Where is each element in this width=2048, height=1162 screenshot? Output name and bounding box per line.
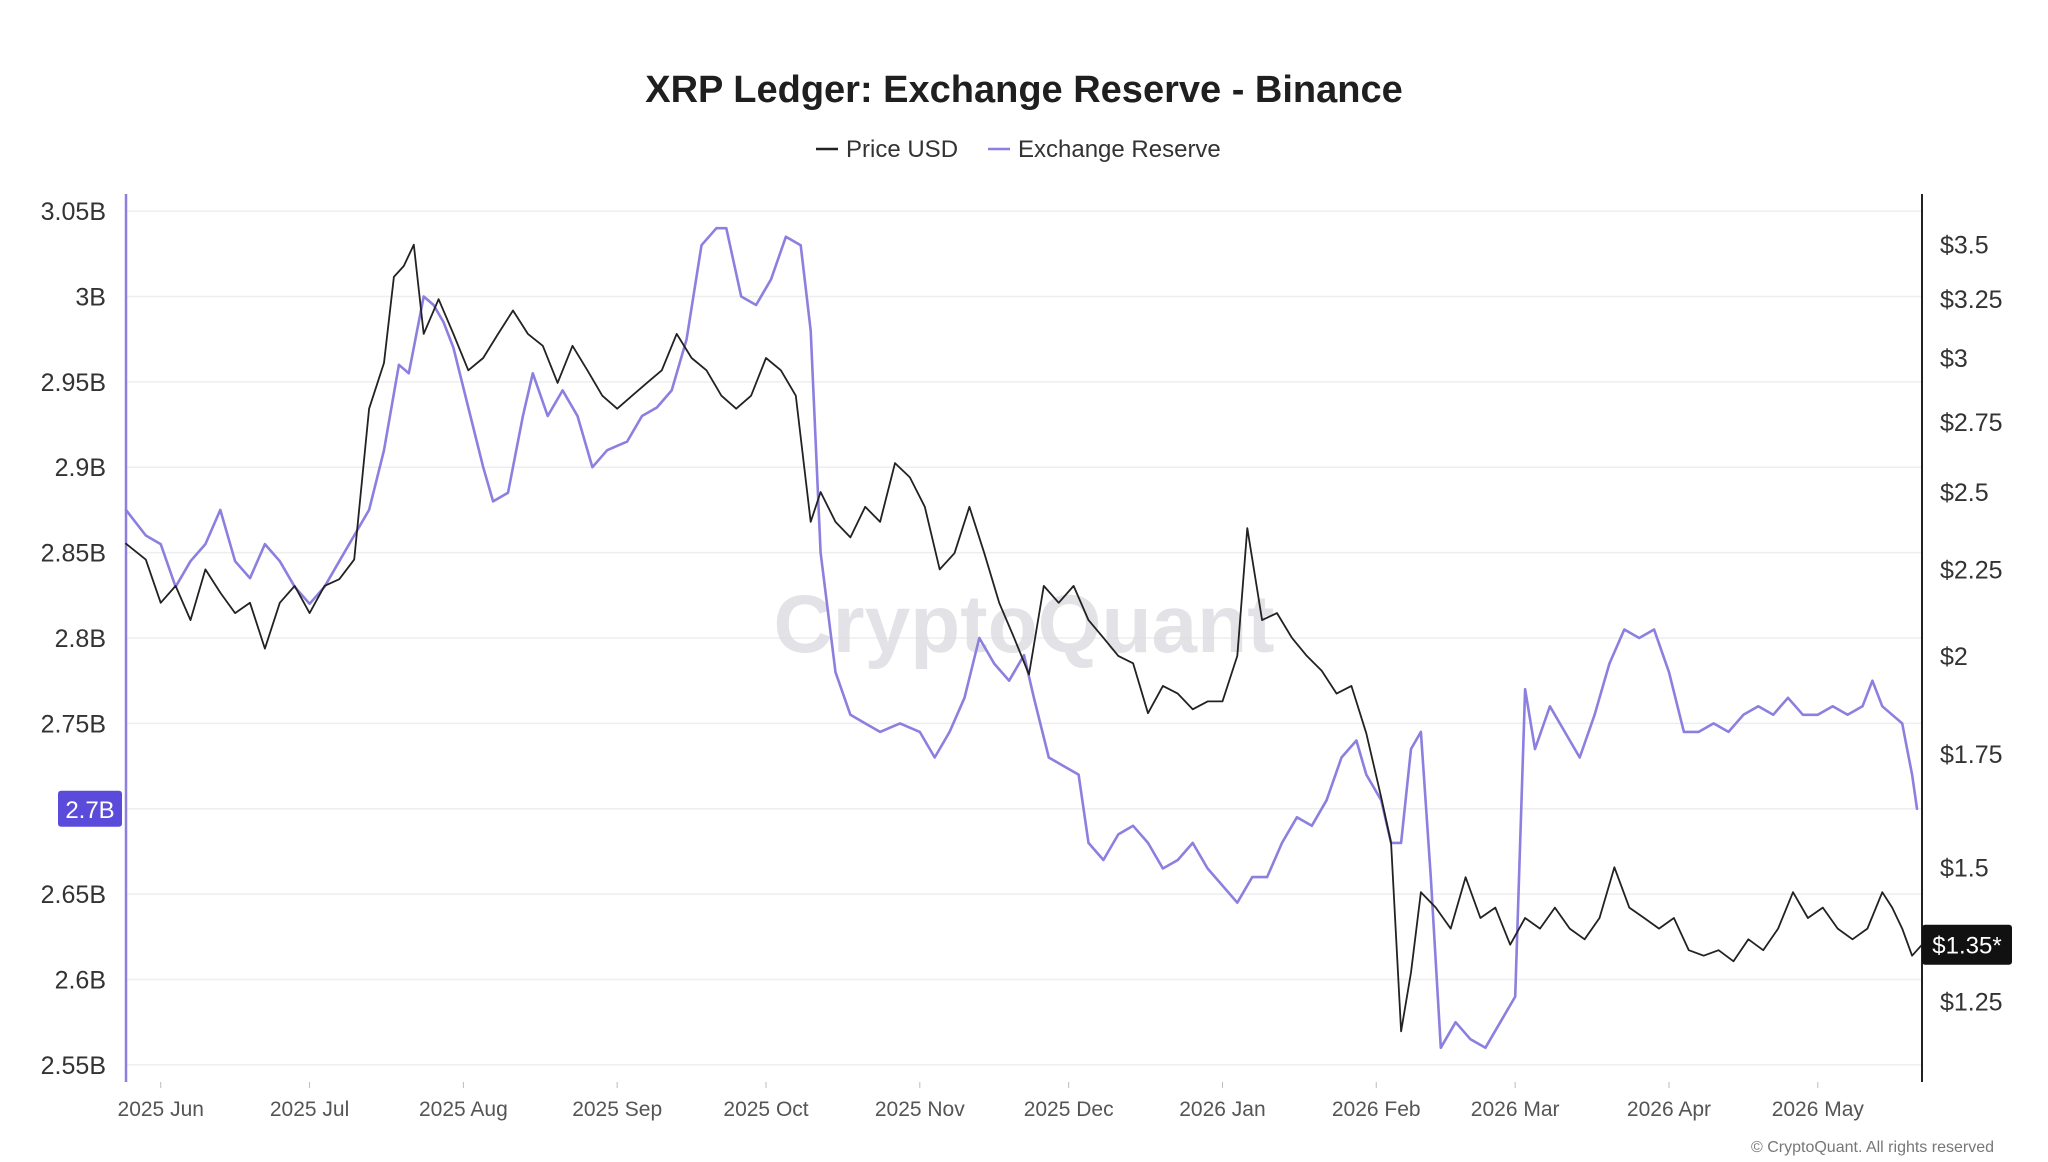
axis-badges: 2.7B $1.35* [58,790,2012,965]
series-line-price-usd [125,243,1923,1033]
right-tick-label: $2.5 [1940,479,1989,507]
left-tick-label: 3B [75,283,106,311]
left-tick-label: 2.6B [55,967,106,995]
left-tick-label: 2.85B [41,540,106,568]
x-tick-label: 2026 Feb [1332,1098,1421,1121]
x-tick-label: 2026 Mar [1471,1098,1560,1121]
left-tick-label: 2.65B [41,881,106,909]
right-axis-ticks: $1.25 $1.5 $1.75 $2 $2.25 $2.5 $2.75 $3 $3.25 $3.… [1940,232,2003,1017]
copyright-credit: © CryptoQuant. All rights reserved [1751,1139,1994,1156]
right-tick-label: $3 [1940,345,1968,373]
badge-label: $1.35* [1932,933,2001,960]
left-axis-value-badge: 2.7B [58,790,122,827]
x-tick-label: 2026 Apr [1627,1098,1711,1121]
x-tick-label: 2025 Dec [1024,1098,1114,1121]
left-tick-label: 3.05B [41,198,106,226]
x-tick-label: 2025 Aug [419,1098,508,1121]
x-tick-label: 2025 Jul [270,1098,349,1121]
x-tick-label: 2026 May [1772,1098,1865,1121]
left-tick-label: 2.75B [41,710,106,738]
right-tick-label: $2.75 [1940,409,2003,437]
gridlines [126,210,1922,1066]
badge-label: 2.7B [65,797,114,824]
badge-background [1922,924,2012,965]
left-tick-label: 2.55B [41,1052,106,1080]
x-tick-label: 2025 Sep [572,1098,662,1121]
right-tick-label: $2 [1940,643,1968,671]
right-tick-label: $1.25 [1940,988,2003,1016]
left-tick-label: 2.9B [55,454,106,482]
x-tick-label: 2025 Nov [875,1098,965,1121]
chart-title: XRP Ledger: Exchange Reserve - Binance [645,69,1402,111]
right-axis-price-badge: $1.35* [1922,924,2012,965]
left-tick-label: 2.8B [55,625,106,653]
left-tick-label: 2.95B [41,369,106,397]
left-axis-ticks: 2.55B 2.6B 2.65B 2.75B 2.8B 2.85B 2.9B 2.95B 3B 3… [41,198,106,1080]
right-tick-label: $3.25 [1940,286,2003,314]
series-layer [124,226,1923,1050]
right-tick-label: $3.5 [1940,232,1989,260]
legend-label: Exchange Reserve [1018,136,1221,163]
right-tick-label: $2.25 [1940,556,2003,584]
right-tick-label: $1.75 [1940,741,2003,769]
x-tick-label: 2025 Jun [118,1098,204,1121]
x-tick-label: 2026 Jan [1179,1098,1265,1121]
badge-background [58,790,122,827]
legend-item[interactable]: Price USD [816,136,958,163]
x-axis-ticks: 2025 Jun 2025 Jul 2025 Aug 2025 Sep 2025 Oct… [118,1082,1865,1121]
right-tick-label: $1.5 [1940,854,1989,882]
x-tick-label: 2025 Oct [723,1098,808,1121]
series-line-exchange-reserve [124,226,1919,1050]
legend-item[interactable]: Exchange Reserve [988,136,1221,163]
legend: Price USD Exchange Reserve [816,136,1221,163]
legend-label: Price USD [846,136,958,163]
